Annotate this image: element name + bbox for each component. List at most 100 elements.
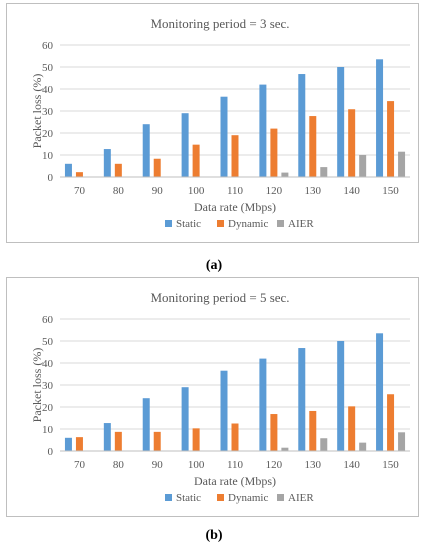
bar-dynamic-130 [309, 410, 317, 451]
bar-dynamic-150 [387, 101, 395, 177]
y-tick-label: 50 [42, 336, 54, 348]
x-tick-label: 130 [305, 459, 322, 471]
bar-static-80 [103, 423, 111, 451]
bar-dynamic-100 [192, 428, 200, 451]
bar-dynamic-70 [75, 437, 83, 451]
bar-aier-130 [320, 438, 328, 451]
bar-dynamic-80 [114, 431, 122, 451]
bar-static-100 [181, 387, 189, 451]
bar-aier-120 [281, 447, 289, 451]
chart-title: Monitoring period = 3 sec. [150, 16, 289, 31]
bar-static-130 [298, 348, 306, 451]
y-tick-label: 30 [42, 380, 54, 392]
bar-static-140 [337, 67, 345, 177]
x-tick-label: 120 [266, 459, 283, 471]
y-tick-label: 20 [42, 128, 54, 140]
bar-static-140 [337, 341, 345, 451]
bar-chart-a: Monitoring period = 3 sec. 0 10 20 30 40 50 60 P… [30, 16, 410, 230]
bar-dynamic-80 [114, 163, 122, 177]
x-tick-label: 80 [113, 459, 125, 471]
bar-static-130 [298, 74, 306, 177]
bar-static-80 [103, 149, 111, 177]
legend-swatch-dynamic [217, 220, 224, 227]
bar-static-110 [220, 370, 228, 451]
legend-label-dynamic: Dynamic [228, 218, 268, 230]
x-tick-label: 90 [152, 185, 164, 197]
bar-dynamic-90 [153, 431, 161, 451]
bar-dynamic-120 [270, 414, 278, 451]
bar-static-150 [376, 333, 384, 451]
legend-label-static: Static [176, 218, 201, 230]
legend-swatch-static [165, 220, 172, 227]
y-tick-label: 10 [42, 150, 54, 162]
y-tick-label: 60 [42, 40, 54, 52]
x-tick-label: 100 [188, 185, 205, 197]
bar-aier-140 [359, 155, 367, 177]
bar-static-90 [142, 124, 150, 177]
chart-panel-b: Monitoring period = 5 sec. 0 10 20 30 40 50 60 P… [6, 277, 419, 517]
y-tick-label: 30 [42, 106, 54, 118]
x-tick-label: 130 [305, 185, 322, 197]
subfigure-label-a-text: (a) [205, 258, 223, 273]
bar-dynamic-100 [192, 144, 200, 177]
bar-dynamic-140 [348, 406, 356, 451]
x-tick-label: 70 [74, 459, 86, 471]
legend-swatch-aier [277, 494, 284, 501]
bar-dynamic-120 [270, 128, 278, 177]
y-tick-label: 10 [42, 424, 54, 436]
x-tick-label: 140 [343, 185, 360, 197]
bar-dynamic-130 [309, 116, 317, 177]
y-tick-label: 50 [42, 62, 54, 74]
bar-static-70 [64, 437, 72, 451]
y-tick-label: 40 [42, 358, 54, 370]
x-tick-label: 80 [113, 185, 125, 197]
bar-aier-120 [281, 172, 289, 177]
legend-swatch-aier [277, 220, 284, 227]
bar-static-100 [181, 113, 189, 177]
bar-aier-130 [320, 167, 328, 177]
chart-title: Monitoring period = 5 sec. [150, 290, 289, 305]
legend-label-dynamic: Dynamic [228, 492, 268, 504]
bar-dynamic-90 [153, 158, 161, 177]
chart-panel-a: Monitoring period = 3 sec. 0 10 20 30 40 50 60 P… [6, 3, 419, 243]
x-axis-label: Data rate (Mbps) [194, 200, 276, 214]
x-tick-label: 90 [152, 459, 164, 471]
bar-dynamic-110 [231, 423, 239, 451]
x-tick-label: 110 [227, 185, 244, 197]
y-tick-label: 20 [42, 402, 54, 414]
x-tick-label: 140 [343, 459, 360, 471]
x-tick-label: 150 [382, 185, 399, 197]
y-axis-label: Packet loss (%) [30, 74, 44, 149]
legend-swatch-dynamic [217, 494, 224, 501]
bar-static-120 [259, 84, 267, 177]
bar-dynamic-110 [231, 135, 239, 177]
bar-aier-150 [398, 151, 406, 177]
subfigure-label-b: (b) [0, 528, 428, 544]
legend-label-aier: AIER [288, 492, 314, 504]
bar-static-90 [142, 398, 150, 451]
y-axis-label: Packet loss (%) [30, 348, 44, 423]
bar-static-120 [259, 358, 267, 451]
bar-aier-140 [359, 442, 367, 451]
legend-label-static: Static [176, 492, 201, 504]
bar-static-110 [220, 96, 228, 177]
y-tick-label: 0 [48, 172, 54, 184]
y-tick-label: 40 [42, 84, 54, 96]
legend-swatch-static [165, 494, 172, 501]
bar-dynamic-70 [75, 172, 83, 177]
x-tick-label: 100 [188, 459, 205, 471]
x-tick-label: 70 [74, 185, 86, 197]
legend-label-aier: AIER [288, 218, 314, 230]
bar-chart-b: Monitoring period = 5 sec. 0 10 20 30 40 50 60 P… [30, 290, 410, 504]
subfigure-label-a: (a) [0, 258, 428, 274]
subfigure-label-b-text: (b) [205, 528, 223, 543]
bar-dynamic-150 [387, 394, 395, 451]
bar-dynamic-140 [348, 109, 356, 177]
bar-aier-150 [398, 432, 406, 451]
bar-static-150 [376, 59, 384, 177]
y-tick-label: 60 [42, 314, 54, 326]
bar-static-70 [64, 163, 72, 177]
x-axis-label: Data rate (Mbps) [194, 474, 276, 488]
x-tick-label: 120 [266, 185, 283, 197]
y-tick-label: 0 [48, 446, 54, 458]
